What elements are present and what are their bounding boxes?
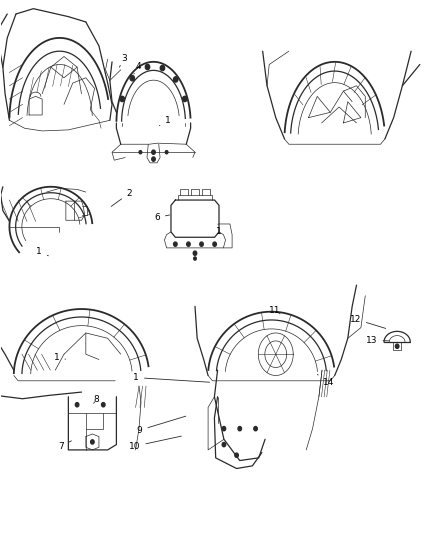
Circle shape <box>213 242 216 246</box>
Circle shape <box>222 426 226 431</box>
Circle shape <box>193 251 197 255</box>
Circle shape <box>160 66 165 71</box>
Circle shape <box>222 442 226 447</box>
Text: 4: 4 <box>134 62 141 74</box>
Circle shape <box>91 440 94 444</box>
Circle shape <box>235 453 238 457</box>
Text: 11: 11 <box>269 305 281 314</box>
Text: 7: 7 <box>58 441 71 451</box>
Circle shape <box>187 242 190 246</box>
Circle shape <box>238 426 241 431</box>
Circle shape <box>145 64 150 70</box>
Circle shape <box>200 242 203 246</box>
Text: 1: 1 <box>54 353 66 362</box>
Circle shape <box>254 426 257 431</box>
Circle shape <box>173 77 178 82</box>
Circle shape <box>152 150 155 155</box>
Text: 6: 6 <box>154 213 170 222</box>
Circle shape <box>139 151 142 154</box>
Circle shape <box>165 151 168 154</box>
Text: 12: 12 <box>350 314 386 328</box>
Text: 1: 1 <box>36 247 48 256</box>
Text: 2: 2 <box>111 189 132 206</box>
Circle shape <box>396 344 399 349</box>
Text: 13: 13 <box>366 336 389 345</box>
Circle shape <box>75 402 79 407</box>
Circle shape <box>173 242 177 246</box>
Circle shape <box>120 96 124 102</box>
Circle shape <box>130 76 134 81</box>
Text: 8: 8 <box>93 395 99 404</box>
Text: 1: 1 <box>159 116 171 126</box>
Text: 3: 3 <box>120 54 127 67</box>
Circle shape <box>183 96 187 102</box>
Text: 10: 10 <box>129 436 181 451</box>
Circle shape <box>152 157 155 161</box>
Text: 1: 1 <box>216 224 222 237</box>
Text: 14: 14 <box>318 374 335 387</box>
Text: 1: 1 <box>133 373 210 382</box>
Circle shape <box>102 402 105 407</box>
Text: 9: 9 <box>137 416 186 435</box>
Circle shape <box>194 257 196 260</box>
